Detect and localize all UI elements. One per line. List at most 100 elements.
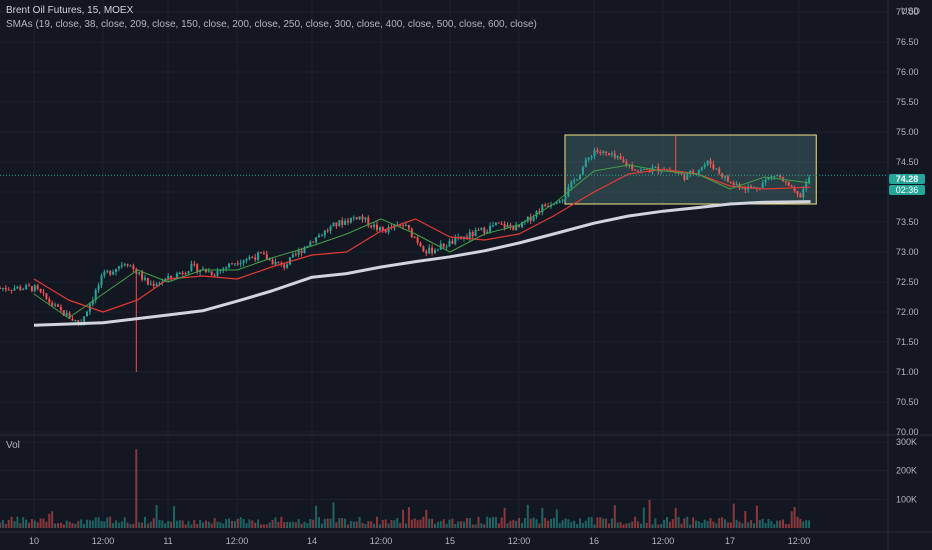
indicator-legend[interactable]: SMAs (19, close, 38, close, 209, close, … (6, 19, 537, 30)
volume-bar (390, 520, 393, 528)
candle-body (552, 203, 555, 205)
candle-body (451, 240, 454, 244)
volume-bar (210, 523, 213, 528)
volume-bar (642, 507, 645, 528)
volume-bar (695, 520, 697, 528)
candle-body (57, 304, 59, 307)
price-tick-label: 74.50 (896, 157, 919, 167)
volume-label[interactable]: Vol (6, 440, 20, 451)
candle-body (483, 227, 486, 234)
candle-body (22, 289, 25, 291)
candle-body (744, 187, 747, 190)
volume-bar (532, 517, 535, 528)
volume-bar (608, 523, 610, 528)
volume-bar (65, 520, 68, 528)
volume-bar (277, 521, 280, 528)
volume-bar (738, 521, 741, 528)
candle-body (683, 173, 686, 180)
volume-bar (651, 524, 654, 528)
candle-body (4, 287, 7, 290)
volume-bar (167, 520, 170, 528)
volume-bar (16, 516, 19, 528)
candle-body (468, 232, 471, 239)
volume-bar (48, 513, 51, 528)
currency-label[interactable]: USD (900, 6, 920, 16)
candle-body (289, 257, 291, 265)
volume-bar (248, 519, 251, 528)
volume-bar (555, 509, 558, 528)
volume-bar (700, 523, 703, 528)
volume-bar (515, 520, 518, 528)
candle-body (605, 151, 608, 154)
candle-body (378, 227, 381, 231)
range-box-layer[interactable] (564, 134, 817, 205)
candle-body (152, 283, 155, 286)
candle-body (558, 200, 561, 203)
volume-bar (265, 524, 268, 528)
volume-bar (770, 521, 773, 528)
volume-bar (146, 523, 149, 528)
volume-bar (445, 523, 448, 528)
candle-body (384, 229, 387, 233)
candle-body (7, 289, 10, 291)
candle-body (657, 166, 660, 172)
volume-bar (521, 522, 523, 528)
candle-body (808, 177, 811, 183)
candle-body (608, 153, 610, 155)
volume-bar (97, 517, 100, 528)
volume-bar (616, 522, 619, 528)
volume-bar (376, 516, 378, 528)
volume-bar (384, 519, 387, 528)
volume-bar (109, 516, 112, 528)
volume-bar (88, 520, 91, 528)
volume-bar (83, 523, 86, 528)
candle-body (677, 173, 680, 175)
volume-bar (71, 523, 74, 528)
volume-bar (457, 521, 460, 528)
time-axis[interactable]: 10 12:00 11 12:00 14 12:00 15 12:00 16 12:00 17 12:… (29, 536, 810, 546)
volume-bar (204, 520, 207, 528)
candle-body (686, 173, 689, 180)
candle-body (117, 266, 120, 269)
candle-body (602, 151, 605, 153)
time-tick-label: 12:00 (226, 536, 249, 546)
volume-bar (173, 506, 175, 528)
candle-body (674, 171, 677, 174)
chart-title[interactable]: Brent Oil Futures, 15, MOEX (6, 5, 134, 16)
volume-bar (677, 516, 680, 528)
volume-bar (320, 523, 323, 528)
volume-bar (726, 522, 729, 528)
volume-bar (610, 518, 613, 528)
candle-body (303, 247, 306, 253)
candle-body (97, 285, 100, 290)
candle-body (167, 275, 170, 280)
candle-body (268, 259, 271, 261)
price-axis[interactable]: 77.0076.5076.0075.5075.0074.5074.0073.50… (896, 7, 919, 437)
candle-body (509, 224, 512, 227)
volume-bar (378, 524, 381, 528)
candle-body (59, 306, 62, 311)
volume-bar (436, 521, 439, 528)
candle-body (28, 285, 30, 287)
volume-bar (471, 524, 474, 528)
volume-bar (358, 516, 361, 528)
candle-body (581, 167, 584, 175)
candle-body (715, 168, 718, 170)
volume-bar (703, 519, 706, 528)
candle-body (352, 217, 355, 219)
candle-body (109, 271, 112, 275)
candle-body (306, 246, 309, 248)
volume-bar (561, 520, 564, 528)
candle-body (599, 151, 602, 153)
volume-bar (312, 519, 315, 528)
volume-bar (529, 518, 532, 528)
volume-axis[interactable]: 300K 200K 100K (896, 437, 917, 504)
volume-bar (349, 521, 352, 528)
volume-bar (552, 517, 555, 528)
candle-body (260, 252, 262, 254)
candle-body (257, 252, 260, 260)
price-tick-label: 75.50 (896, 97, 919, 107)
volume-bar (645, 522, 648, 528)
